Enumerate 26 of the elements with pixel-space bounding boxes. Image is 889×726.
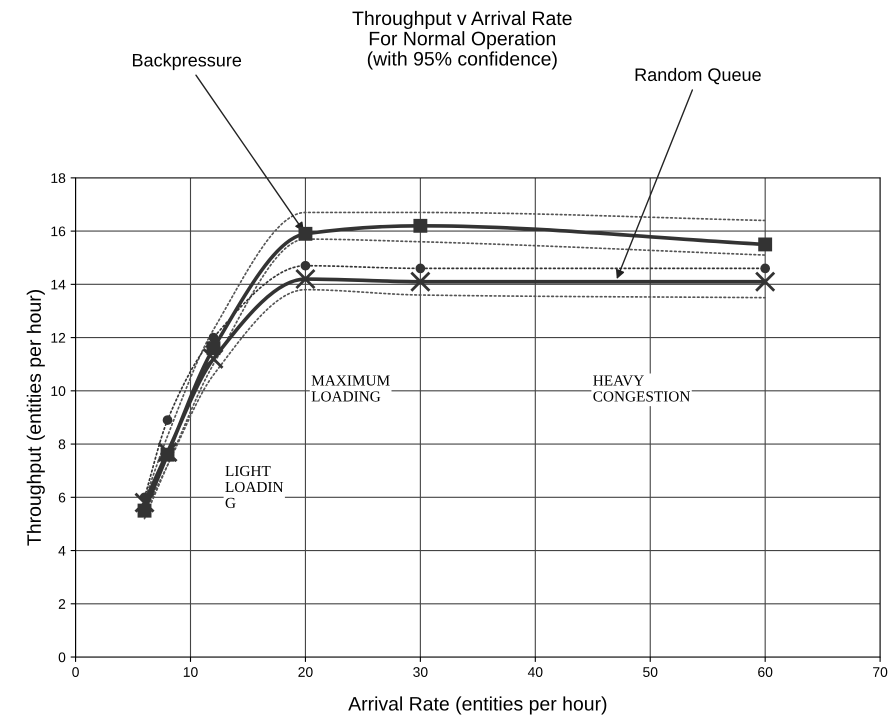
chart-title: Throughput v Arrival Rate For Normal Operation (with 95% confidence) — [352, 10, 572, 70]
x-tick-label: 0 — [72, 667, 79, 677]
y-tick-label: 6 — [58, 492, 66, 502]
y-tick-label: 0 — [58, 652, 66, 662]
y-tick-label: 4 — [58, 546, 66, 556]
y-tick-label: 2 — [58, 599, 66, 609]
x-axis-title: Arrival Rate (entities per hour) — [348, 696, 606, 714]
x-tick-label: 20 — [298, 667, 313, 677]
y-axis-title: Throughput (entities per hour) — [26, 290, 45, 546]
annotation: LIGHT LOADIN G — [225, 466, 284, 508]
y-tick-label: 16 — [51, 226, 66, 236]
x-tick-label: 10 — [184, 667, 198, 677]
y-tick-label: 12 — [51, 332, 66, 343]
x-tick-label: 70 — [873, 667, 888, 677]
annotation: Backpressure — [132, 53, 242, 70]
x-tick-label: 60 — [758, 667, 772, 677]
annotation: Random Queue — [636, 68, 761, 84]
annotation: MAXIMUM LOADING — [312, 375, 390, 402]
annotation: HEAVY CONGESTION — [593, 375, 690, 402]
x-tick-label: 50 — [643, 667, 658, 677]
y-tick-label: 10 — [51, 386, 66, 396]
y-tick-label: 14 — [51, 280, 66, 290]
x-tick-label: 30 — [413, 667, 428, 677]
y-tick-label: 18 — [51, 173, 66, 184]
x-tick-label: 40 — [528, 667, 542, 677]
y-tick-label: 8 — [58, 439, 66, 450]
